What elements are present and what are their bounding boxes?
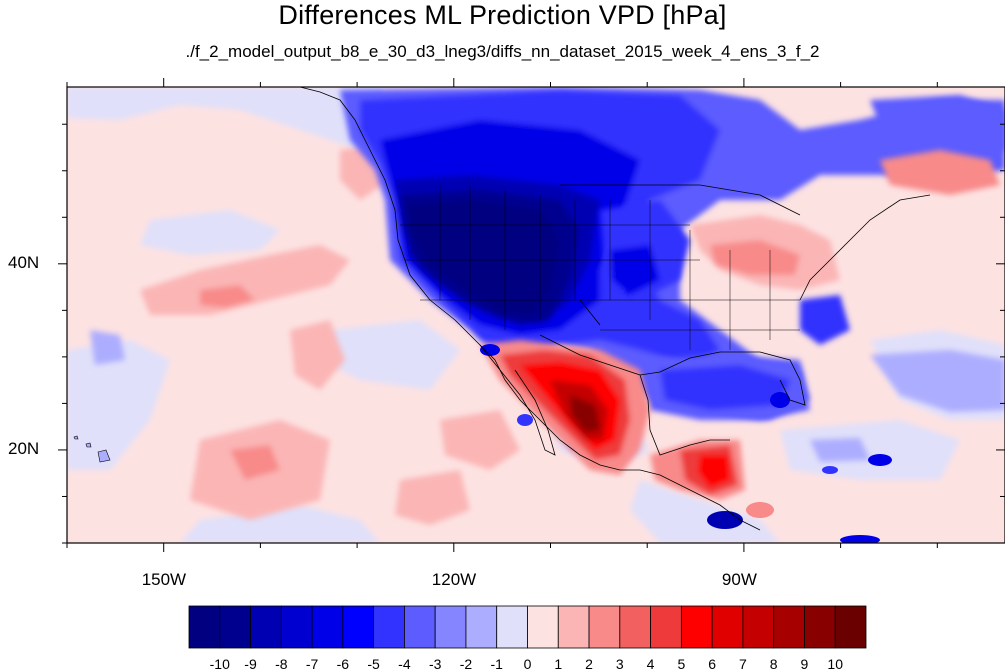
colorbar-label: -6 [336,656,350,672]
colorbar-swatch [742,605,775,649]
colorbar-swatch [465,605,498,649]
colorbar [188,605,867,649]
coastlines [299,87,931,531]
map-title: Differences ML Prediction VPD [hPa] [278,0,727,30]
lat-label: 20N [8,438,40,458]
colorbar-label: -8 [275,656,288,672]
colorbar-label: -9 [244,656,257,672]
colorbar-label: 6 [708,656,717,672]
hawaii [73,435,111,463]
colorbar-label: -4 [398,656,411,672]
colorbar-swatch [434,605,467,649]
colorbar-label: -3 [428,656,442,672]
lon-label: 90W [721,570,757,589]
colorbar-label: -1 [490,656,503,672]
colorbar-swatch [280,605,313,649]
colorbar-swatch [496,605,528,649]
colorbar-label: 2 [585,656,593,672]
colorbar-swatch [804,605,836,649]
lon-label: 120W [431,570,477,589]
colorbar-swatch [373,605,405,649]
colorbar-swatch [711,605,744,649]
lat-label: 40N [8,252,40,272]
colorbar-label: 10 [827,656,843,672]
colorbar-label: -10 [209,656,230,672]
field-pink-patches [140,145,520,525]
axis-ticks [58,78,1005,552]
map-frame [66,86,1005,544]
colorbar-label: 8 [769,656,778,672]
colorbar-label: -7 [305,656,319,672]
colorbar-label: -5 [367,656,380,672]
colorbar-swatch [680,605,713,649]
colorbar-label: 3 [615,656,624,672]
colorbar-swatch [557,605,590,649]
colorbar-swatch [311,605,344,649]
colorbar-swatch [834,605,867,649]
colorbar-label: 9 [800,656,809,672]
lon-label: 150W [141,570,187,589]
colorbar-label: -2 [459,656,473,672]
colorbar-swatch [250,605,282,649]
colorbar-label: 1 [554,656,563,672]
colorbar-swatch [650,605,682,649]
state-borders [400,185,800,350]
colorbar-swatch [588,605,621,649]
colorbar-swatch [773,605,805,649]
colorbar-swatch [188,605,221,649]
colorbar-label: 7 [739,656,747,672]
colorbar-label: 4 [646,656,655,672]
colorbar-swatch [404,605,436,649]
field-red-mexico [480,150,1000,500]
colorbar-swatch [619,605,651,649]
colorbar-label: 0 [523,656,532,672]
colorbar-swatch [219,605,251,649]
colorbar-label: 5 [677,656,686,672]
colorbar-swatch [342,605,375,649]
data-field [67,87,1005,543]
colorbar-swatch [527,605,559,649]
map-subtitle: ./f_2_model_output_b8_e_30_d3_lneg3/diff… [185,42,820,61]
